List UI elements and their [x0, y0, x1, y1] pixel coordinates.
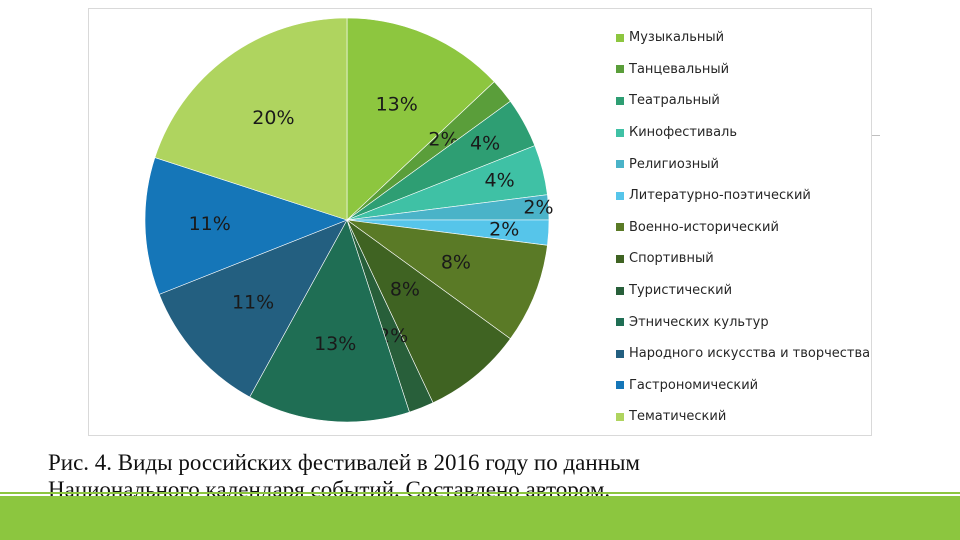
legend-label: Театральный	[629, 93, 720, 109]
pie-slice-1	[346, 17, 495, 221]
legend-label: Тематический	[629, 409, 727, 425]
pie-label-1: 13%	[376, 94, 418, 116]
legend-item-12: Гастрономический	[616, 370, 870, 402]
pie-label-6: 2%	[489, 218, 519, 240]
legend-swatch	[616, 318, 624, 327]
legend-swatch	[616, 254, 624, 263]
legend-item-5: Религиозный	[616, 148, 870, 180]
caption-line-1: Рис. 4. Виды российских фестивалей в 201…	[48, 450, 640, 475]
legend-swatch	[616, 65, 624, 74]
legend-item-9: Туристический	[616, 275, 870, 307]
legend-label: Военно-исторический	[629, 219, 779, 235]
footer-line	[0, 492, 960, 494]
pie-label-5: 2%	[523, 197, 553, 219]
pie-slice-12	[144, 157, 348, 295]
legend-item-11: Народного искусства и творчества	[616, 338, 870, 370]
legend-swatch	[616, 381, 624, 390]
axis-tick	[872, 135, 880, 136]
legend-label: Этнических культур	[629, 314, 769, 330]
legend-swatch	[616, 96, 624, 105]
legend-item-3: Театральный	[616, 85, 870, 117]
pie-slice-7	[346, 219, 548, 340]
pie-label-11: 11%	[232, 291, 274, 313]
legend-item-1: Музыкальный	[616, 22, 870, 54]
legend-label: Народного искусства и творчества	[629, 346, 871, 362]
legend-swatch	[616, 286, 624, 295]
legend-item-8: Спортивный	[616, 243, 870, 275]
pie-slice-11	[158, 219, 348, 398]
legend-swatch	[616, 223, 624, 232]
pie-slice-13	[154, 17, 348, 221]
legend-item-10: Этнических культур	[616, 306, 870, 338]
legend-label: Спортивный	[629, 251, 714, 267]
legend-swatch	[616, 33, 624, 42]
footer-bar	[0, 496, 960, 540]
pie-label-8: 8%	[390, 279, 420, 301]
legend-swatch	[616, 160, 624, 169]
legend-label: Гастрономический	[629, 377, 759, 393]
pie-label-7: 8%	[441, 252, 471, 274]
pie-label-13: 20%	[252, 107, 294, 129]
legend-label: Танцевальный	[629, 61, 730, 77]
legend-swatch	[616, 128, 624, 137]
legend-label: Религиозный	[629, 156, 719, 172]
pie-label-3: 4%	[470, 133, 500, 155]
figure-caption: Рис. 4. Виды российских фестивалей в 201…	[48, 449, 904, 503]
pie-slice-10	[249, 219, 410, 423]
legend-item-6: Литературно-поэтический	[616, 180, 870, 212]
pie-slice-8	[346, 219, 511, 404]
legend-swatch	[616, 191, 624, 200]
chart-legend: Музыкальный Танцевальный Театральный Кинофе…	[616, 22, 870, 433]
legend-item-2: Танцевальный	[616, 54, 870, 86]
legend-label: Туристический	[629, 283, 733, 299]
pie-label-12: 11%	[189, 213, 231, 235]
legend-item-13: Тематический	[616, 401, 870, 433]
legend-swatch	[616, 349, 624, 358]
legend-label: Кинофестиваль	[629, 125, 738, 141]
legend-item-7: Военно-исторический	[616, 212, 870, 244]
legend-label: Литературно-поэтический	[629, 188, 811, 204]
pie-label-10: 13%	[314, 333, 356, 355]
pie-label-4: 4%	[485, 169, 515, 191]
legend-item-4: Кинофестиваль	[616, 117, 870, 149]
legend-swatch	[616, 412, 624, 421]
legend-label: Музыкальный	[629, 30, 725, 46]
